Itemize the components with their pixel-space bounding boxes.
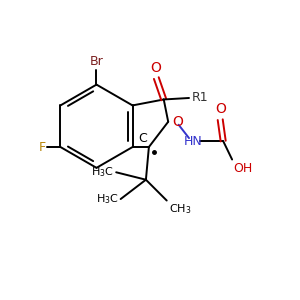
Text: C: C	[139, 132, 147, 145]
Text: H$_3$C: H$_3$C	[96, 192, 119, 206]
Text: O: O	[150, 61, 161, 74]
Text: Br: Br	[90, 55, 104, 68]
Text: R1: R1	[191, 92, 208, 104]
Text: OH: OH	[234, 163, 253, 176]
Text: O: O	[173, 115, 184, 129]
Text: HN: HN	[184, 135, 203, 148]
Text: O: O	[215, 102, 226, 116]
Text: H$_3$C: H$_3$C	[92, 165, 114, 179]
Text: F: F	[38, 140, 46, 154]
Text: CH$_3$: CH$_3$	[169, 202, 191, 216]
